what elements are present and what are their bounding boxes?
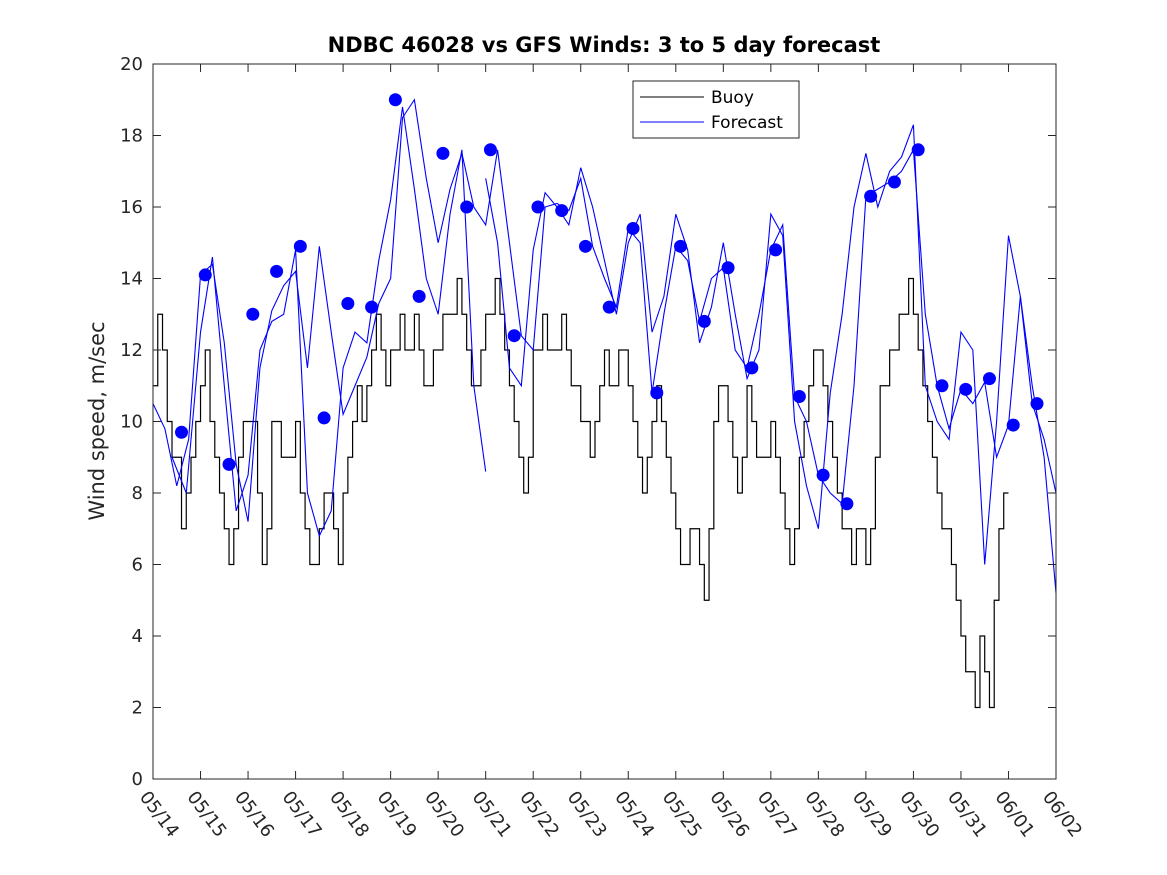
y-tick-label: 8 [132,483,143,504]
forecast-marker [602,300,616,314]
forecast-marker [578,239,592,253]
forecast-marker [769,243,783,257]
y-tick-label: 10 [120,412,143,433]
forecast-marker [341,297,355,311]
forecast-marker [293,239,307,253]
legend-buoy-label: Buoy [711,88,754,108]
forecast-marker [317,411,331,425]
forecast-series-line-2 [171,106,487,538]
forecast-marker [365,300,379,314]
forecast-marker [175,425,189,439]
forecast-marker [436,146,450,160]
y-tick-label: 2 [132,698,143,719]
legend-forecast-label: Forecast [711,113,783,133]
legend-box [632,80,800,139]
y-tick-label: 4 [132,626,143,647]
forecast-marker [674,239,688,253]
y-tick-label: 18 [120,126,143,147]
forecast-marker [388,93,402,107]
forecast-marker [460,200,474,214]
forecast-series-line-1 [153,98,1056,522]
plot-area [153,93,1056,709]
forecast-marker [887,175,901,189]
forecast-marker [1030,397,1044,411]
forecast-marker [246,307,260,321]
forecast-marker [483,143,497,157]
forecast-marker [222,457,236,471]
forecast-marker [531,200,545,214]
forecast-marker [697,314,711,328]
forecast-marker [935,379,949,393]
y-tick-label: 0 [132,769,143,790]
forecast-series-line-3 [485,124,1056,594]
y-tick-label: 12 [120,340,143,361]
forecast-marker [816,468,830,482]
forecast-marker [507,329,521,343]
forecast-marker [721,261,735,275]
legend: Buoy Forecast [632,80,800,139]
forecast-marker [626,221,640,235]
forecast-marker [982,372,996,386]
y-tick-label: 14 [120,269,143,290]
series-layer [153,93,1056,709]
y-axis: 0 2 4 6 8 10 12 14 16 18 20 [120,54,1056,790]
forecast-marker [270,264,284,278]
y-tick-label: 6 [132,555,143,576]
forecast-marker [792,389,806,403]
y-tick-label: 20 [120,54,143,75]
forecast-marker [198,268,212,282]
forecast-marker [959,382,973,396]
forecast-marker [412,289,426,303]
forecast-marker [864,189,878,203]
forecast-marker [650,386,664,400]
y-tick-label: 16 [120,197,143,218]
chart-title: NDBC 46028 vs GFS Winds: 3 to 5 day fore… [328,33,881,57]
forecast-marker [555,204,569,218]
y-axis-label: Wind speed, m/sec [85,321,109,520]
forecast-marker [911,143,925,157]
buoy-series-line [153,277,1009,709]
forecast-marker [1006,418,1020,432]
forecast-marker [840,497,854,511]
forecast-marker [745,361,759,375]
